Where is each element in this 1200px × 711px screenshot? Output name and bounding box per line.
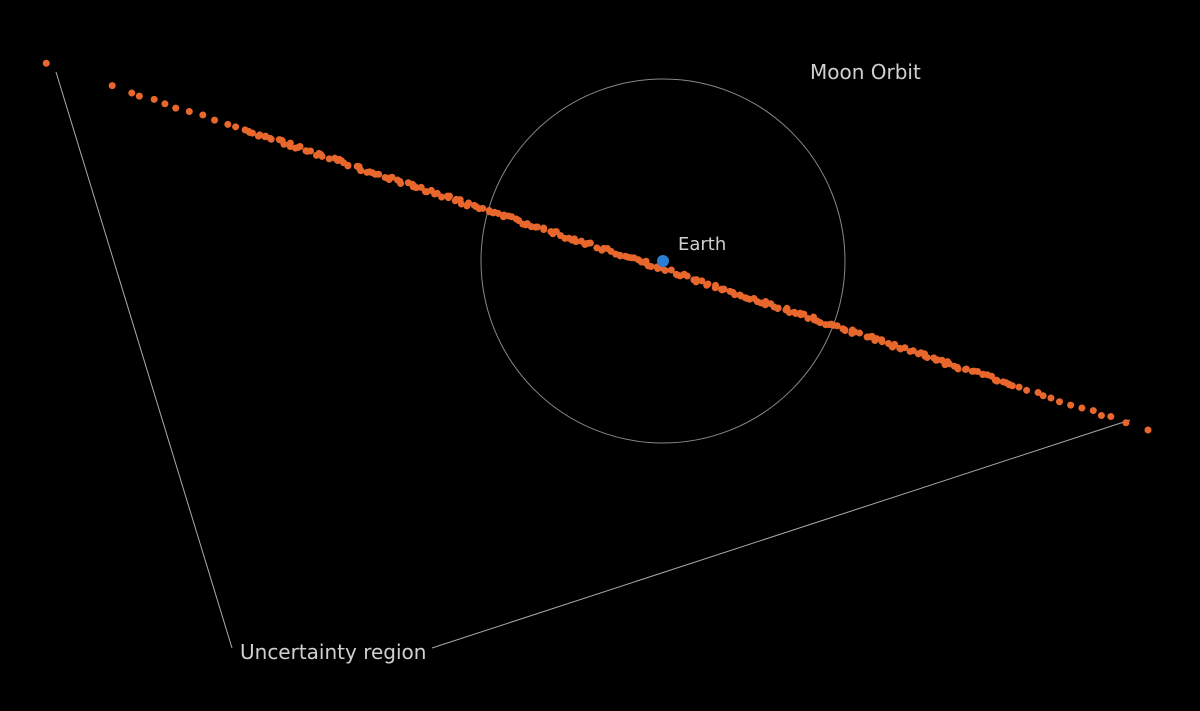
uncertainty-callout-line-1: [432, 420, 1130, 648]
diagram-stage: Moon Orbit Earth Uncertainty region: [0, 0, 1200, 711]
uncertainty-region-label: Uncertainty region: [240, 640, 426, 664]
earth-marker: [657, 255, 669, 267]
uncertainty-scatter: [43, 60, 1152, 434]
moon-orbit-label: Moon Orbit: [810, 60, 921, 84]
diagram-svg: [0, 0, 1200, 711]
uncertainty-callout-line-0: [56, 72, 232, 648]
earth-label: Earth: [678, 234, 726, 255]
